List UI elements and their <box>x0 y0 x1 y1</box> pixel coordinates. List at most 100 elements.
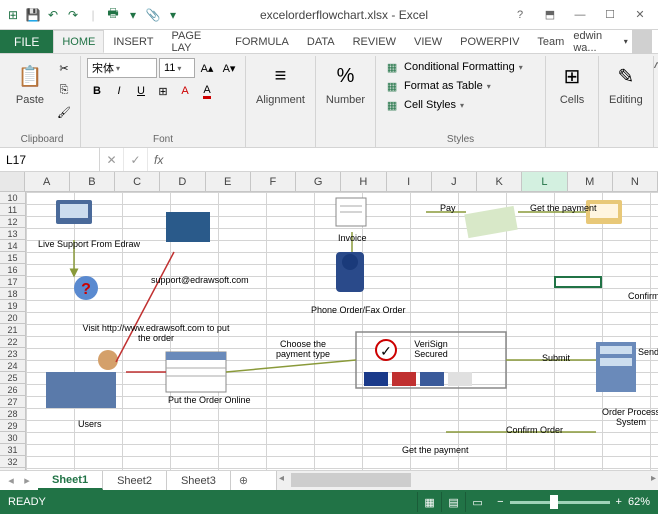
tab-home[interactable]: HOME <box>53 30 104 53</box>
tab-review[interactable]: REVIEW <box>344 30 405 53</box>
selected-cell[interactable] <box>554 276 602 288</box>
cancel-formula-icon[interactable]: ✕ <box>100 148 124 171</box>
row-header-14[interactable]: 14 <box>0 240 25 252</box>
close-icon[interactable]: ✕ <box>626 5 654 25</box>
sheet-tab-3[interactable]: Sheet3 <box>167 471 231 490</box>
help-icon[interactable]: ? <box>506 5 534 25</box>
tab-team[interactable]: Team <box>528 30 573 53</box>
number-button[interactable]: % Number <box>322 58 369 108</box>
file-tab[interactable]: FILE <box>0 30 53 53</box>
col-header-M[interactable]: M <box>568 172 613 191</box>
row-header-24[interactable]: 24 <box>0 360 25 372</box>
undo-icon[interactable]: ↶ <box>44 6 62 24</box>
sheet-prev-icon[interactable]: ◂ <box>4 474 18 487</box>
row-header-18[interactable]: 18 <box>0 288 25 300</box>
print-icon[interactable]: 🖶 <box>104 6 122 24</box>
minimize-icon[interactable]: — <box>566 5 594 25</box>
row-header-30[interactable]: 30 <box>0 432 25 444</box>
copy-icon[interactable]: ⎘ <box>54 80 74 100</box>
format-as-table-button[interactable]: ▦ Format as Table▾ <box>382 77 525 95</box>
select-all-corner[interactable] <box>0 172 25 191</box>
sheet-tab-2[interactable]: Sheet2 <box>103 471 167 490</box>
row-header-16[interactable]: 16 <box>0 264 25 276</box>
col-header-N[interactable]: N <box>613 172 658 191</box>
page-break-view-icon[interactable]: ▭ <box>465 492 489 512</box>
zoom-in-icon[interactable]: + <box>616 496 622 508</box>
paste-button[interactable]: 📋 Paste <box>10 58 50 108</box>
tab-view[interactable]: VIEW <box>405 30 451 53</box>
col-header-J[interactable]: J <box>432 172 477 191</box>
fill-color-button[interactable]: A <box>175 81 195 101</box>
row-header-31[interactable]: 31 <box>0 444 25 456</box>
row-header-17[interactable]: 17 <box>0 276 25 288</box>
col-header-A[interactable]: A <box>25 172 70 191</box>
row-header-21[interactable]: 21 <box>0 324 25 336</box>
format-painter-icon[interactable]: 🖌 <box>54 102 74 122</box>
border-button[interactable]: ⊞ <box>153 81 173 101</box>
col-header-E[interactable]: E <box>206 172 251 191</box>
tab-data[interactable]: DATA <box>298 30 344 53</box>
font-size-select[interactable]: 11 <box>159 58 195 78</box>
row-header-15[interactable]: 15 <box>0 252 25 264</box>
col-header-G[interactable]: G <box>296 172 341 191</box>
editing-button[interactable]: ✎ Editing <box>605 58 647 108</box>
row-header-29[interactable]: 29 <box>0 420 25 432</box>
ribbon-options-icon[interactable]: ⬒ <box>536 5 564 25</box>
row-header-32[interactable]: 32 <box>0 456 25 468</box>
user-area[interactable]: edwin wa...▾ <box>573 30 658 53</box>
sheet-tab-1[interactable]: Sheet1 <box>38 471 103 490</box>
col-header-I[interactable]: I <box>387 172 432 191</box>
cell-styles-button[interactable]: ▦ Cell Styles▾ <box>382 96 525 114</box>
sheet-next-icon[interactable]: ▸ <box>20 474 34 487</box>
bold-button[interactable]: B <box>87 81 107 101</box>
formula-input[interactable] <box>169 148 658 171</box>
fx-icon[interactable]: fx <box>148 153 169 167</box>
tab-powerpivot[interactable]: POWERPIV <box>451 30 528 53</box>
row-header-28[interactable]: 28 <box>0 408 25 420</box>
increase-font-icon[interactable]: A▴ <box>197 58 217 78</box>
col-header-L[interactable]: L <box>522 172 567 191</box>
tab-formula[interactable]: FORMULA <box>226 30 298 53</box>
row-header-23[interactable]: 23 <box>0 348 25 360</box>
cells-area[interactable]: ? ✓ <box>26 192 658 470</box>
excel-icon[interactable]: ⊞ <box>4 6 22 24</box>
page-layout-view-icon[interactable]: ▤ <box>441 492 465 512</box>
row-header-13[interactable]: 13 <box>0 228 25 240</box>
qat-more-icon[interactable]: ▾ <box>164 6 182 24</box>
col-header-D[interactable]: D <box>160 172 205 191</box>
row-header-10[interactable]: 10 <box>0 192 25 204</box>
row-header-20[interactable]: 20 <box>0 312 25 324</box>
qat-icon-2[interactable]: ▾ <box>124 6 142 24</box>
zoom-slider[interactable] <box>510 501 610 504</box>
conditional-formatting-button[interactable]: ▦ Conditional Formatting▾ <box>382 58 525 76</box>
tab-page-layout[interactable]: PAGE LAY <box>162 30 226 53</box>
tab-insert[interactable]: INSERT <box>104 30 162 53</box>
col-header-B[interactable]: B <box>70 172 115 191</box>
row-header-33[interactable]: 33 <box>0 468 25 470</box>
col-header-F[interactable]: F <box>251 172 296 191</box>
zoom-level[interactable]: 62% <box>628 496 650 508</box>
name-box[interactable]: L17 <box>0 148 100 171</box>
attach-icon[interactable]: 📎 <box>144 6 162 24</box>
font-color-button[interactable]: A <box>197 81 217 101</box>
row-header-11[interactable]: 11 <box>0 204 25 216</box>
save-icon[interactable]: 💾 <box>24 6 42 24</box>
redo-icon[interactable]: ↷ <box>64 6 82 24</box>
col-header-K[interactable]: K <box>477 172 522 191</box>
alignment-button[interactable]: ≡ Alignment <box>252 58 309 108</box>
add-sheet-icon[interactable]: ⊕ <box>231 474 256 487</box>
normal-view-icon[interactable]: ▦ <box>417 492 441 512</box>
cells-button[interactable]: ⊞ Cells <box>552 58 592 108</box>
decrease-font-icon[interactable]: A▾ <box>219 58 239 78</box>
maximize-icon[interactable]: ☐ <box>596 5 624 25</box>
row-header-19[interactable]: 19 <box>0 300 25 312</box>
hscroll-thumb[interactable] <box>291 473 411 487</box>
row-header-12[interactable]: 12 <box>0 216 25 228</box>
horizontal-scrollbar[interactable]: ◂ ▸ <box>276 471 658 490</box>
col-header-C[interactable]: C <box>115 172 160 191</box>
collapse-ribbon-icon[interactable]: ^ <box>654 56 658 147</box>
zoom-thumb[interactable] <box>550 495 558 509</box>
font-name-select[interactable]: 宋体 <box>87 58 157 78</box>
row-header-26[interactable]: 26 <box>0 384 25 396</box>
col-header-H[interactable]: H <box>341 172 386 191</box>
